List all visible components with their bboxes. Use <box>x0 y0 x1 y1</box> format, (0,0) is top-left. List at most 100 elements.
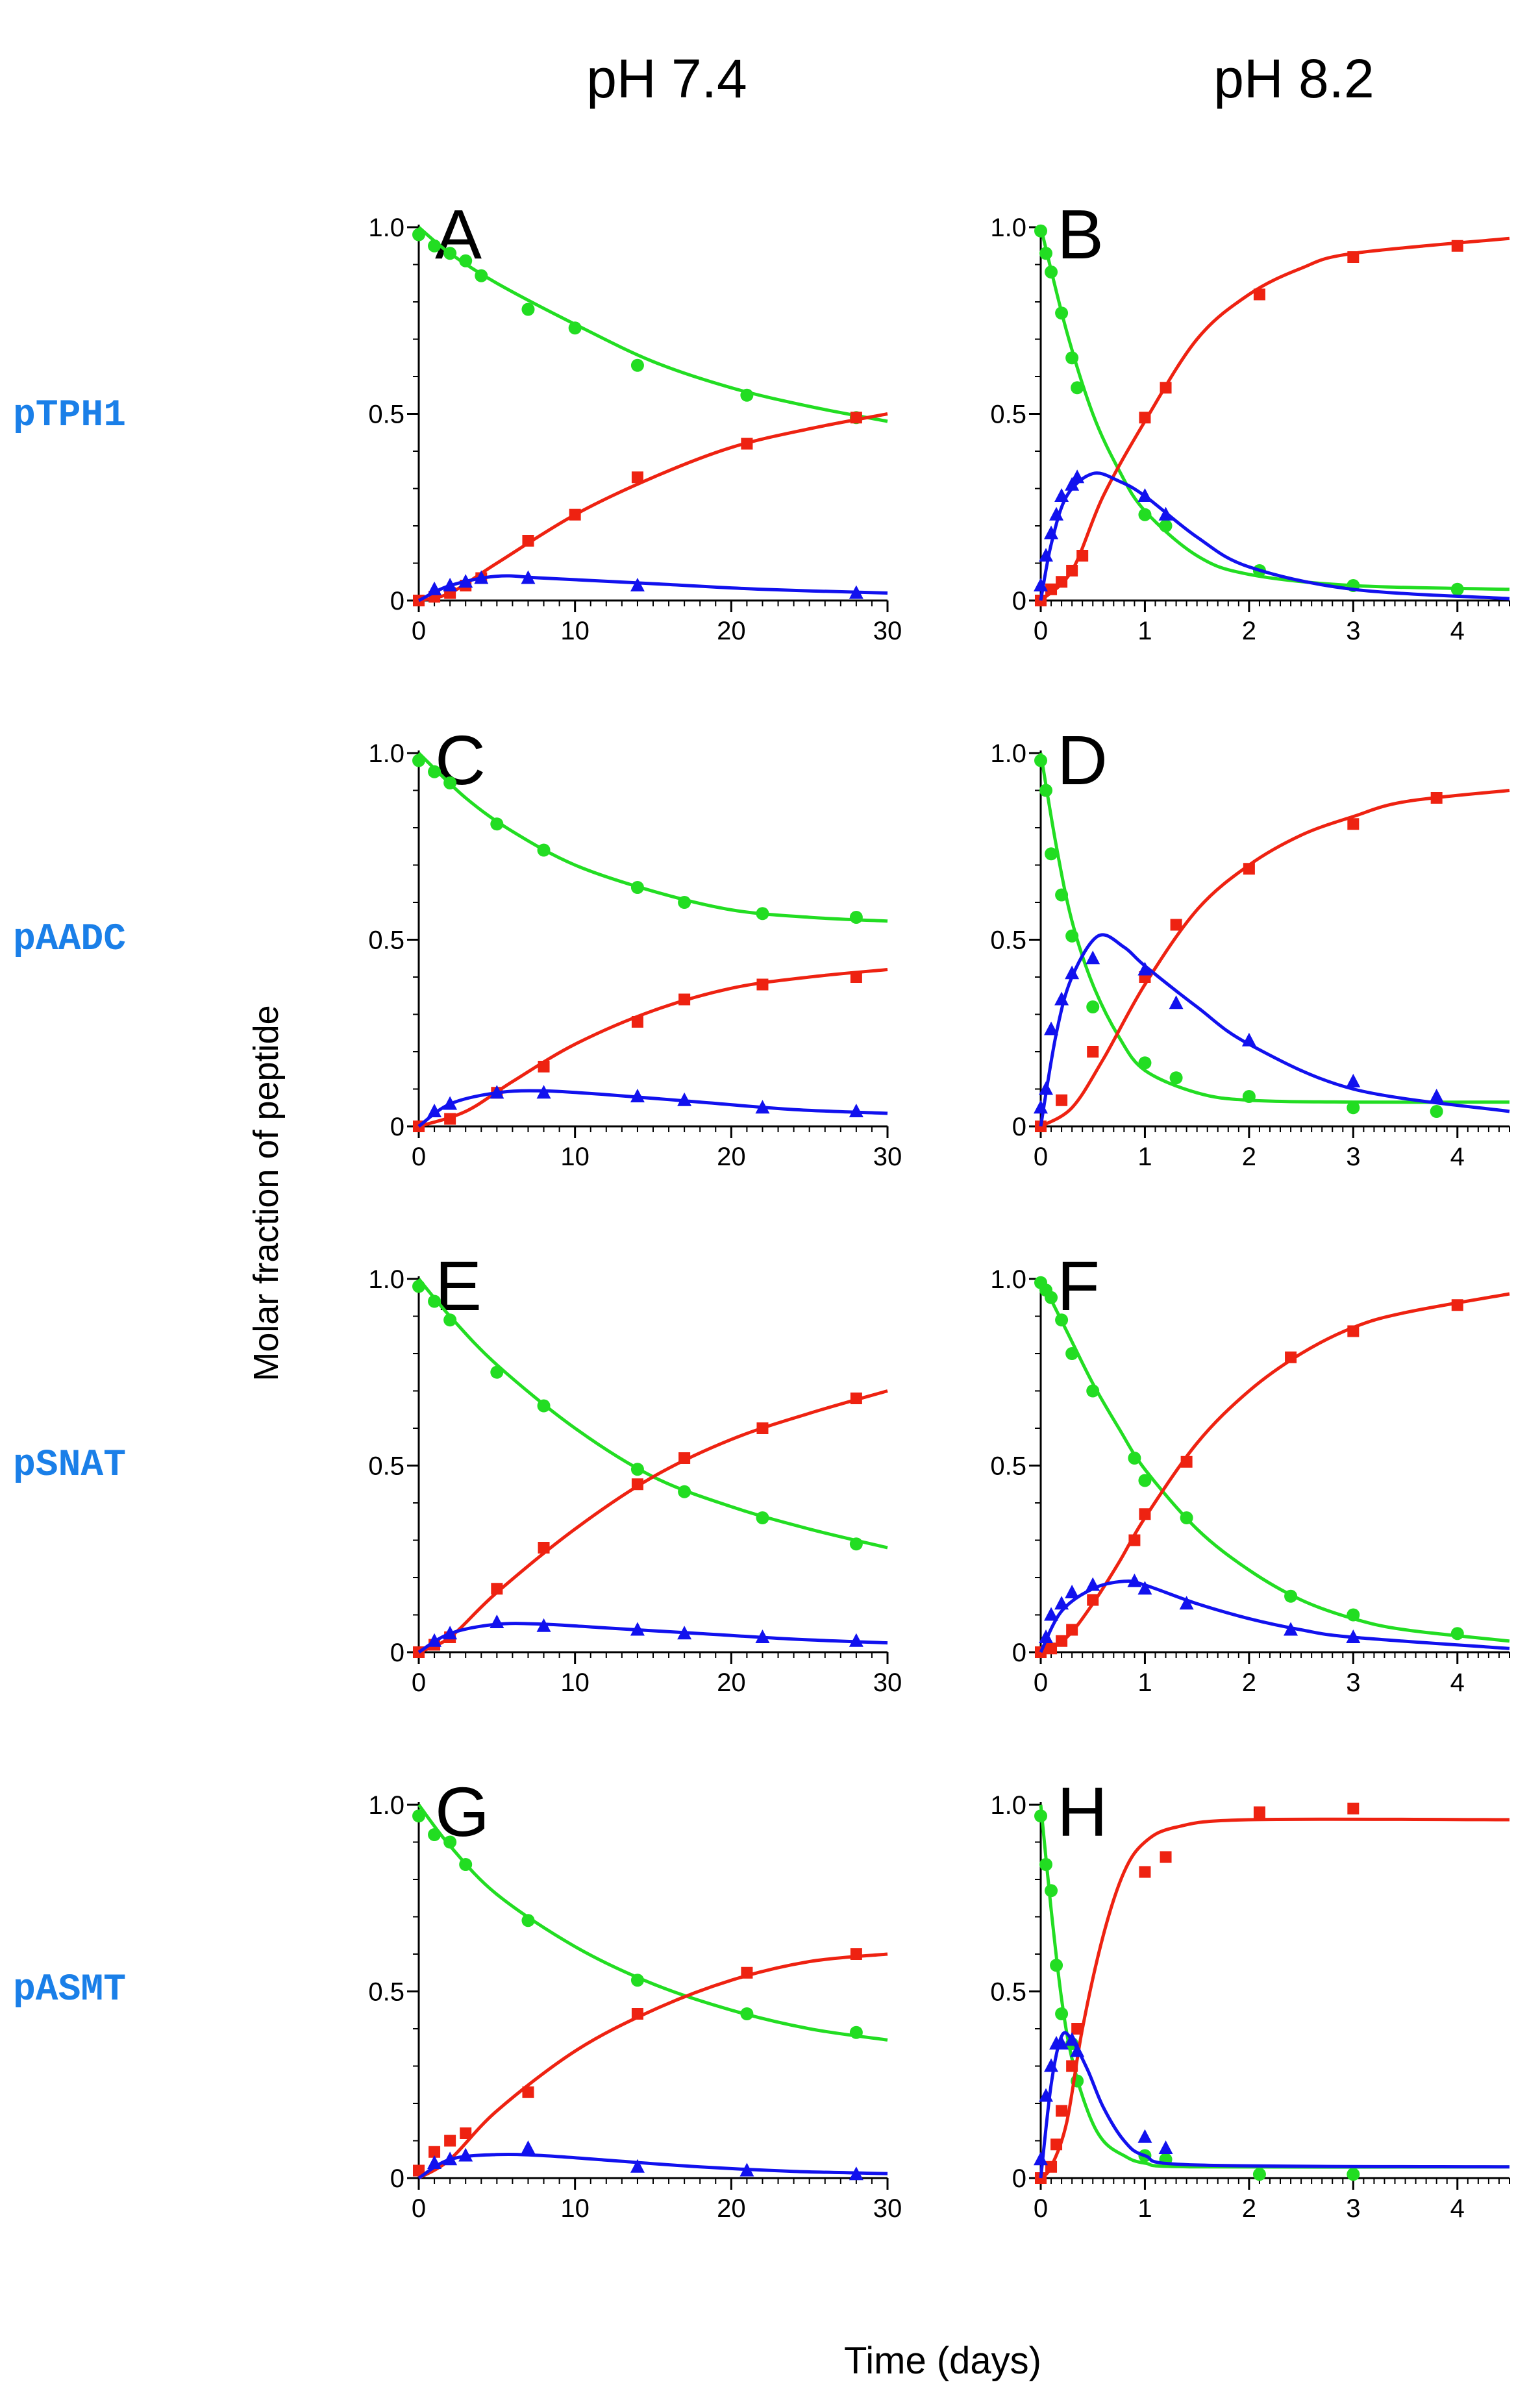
panel-b: 0 1 2 3 4 0 0.5 1.0 B <box>990 195 1510 645</box>
x-tick-label: 1 <box>1137 617 1152 645</box>
data-point-red <box>491 1583 503 1595</box>
fit-curve-red <box>418 968 888 1128</box>
data-point-blue <box>630 578 645 591</box>
y-tick-label: 0 <box>390 2164 404 2193</box>
data-point-red <box>460 2127 472 2139</box>
data-point-green <box>1050 1959 1063 1972</box>
data-point-red <box>1253 1806 1265 1818</box>
data-point-green <box>1039 1858 1053 1871</box>
data-point-green <box>412 1280 425 1293</box>
data-point-blue <box>521 570 536 584</box>
x-tick-label: 10 <box>560 1143 590 1171</box>
data-point-green <box>630 1463 644 1476</box>
panel-c: 0 10 20 30 0 0.5 1.0 C <box>368 721 902 1171</box>
y-tick-label: 1.0 <box>990 1265 1026 1294</box>
data-point-blue <box>739 2162 754 2177</box>
x-axis-label: Time (days) <box>844 2340 1041 2382</box>
x-tick-label: 1 <box>1137 2194 1152 2223</box>
data-point-green <box>849 911 863 924</box>
data-point-blue <box>1054 1596 1069 1610</box>
data-point-red <box>1066 1624 1078 1636</box>
x-tick-label: 1 <box>1137 1143 1152 1171</box>
data-point-green <box>1347 1608 1360 1622</box>
x-tick-label: 0 <box>1034 2194 1048 2223</box>
y-tick-label: 1.0 <box>368 1791 404 1820</box>
y-axis-label: Molar fraction of peptide <box>247 1005 286 1381</box>
panel-letter-c: C <box>435 721 486 799</box>
data-point-green <box>1450 1627 1464 1641</box>
data-point-red <box>678 993 691 1006</box>
data-point-red <box>850 971 862 983</box>
data-point-blue <box>1169 995 1184 1010</box>
data-point-red <box>1347 1325 1360 1337</box>
fit-curve-red <box>417 1952 888 2180</box>
x-tick-label: 0 <box>1034 1668 1048 1697</box>
data-point-green <box>1169 1071 1183 1085</box>
data-point-blue <box>521 2140 536 2154</box>
data-point-green <box>849 1537 863 1551</box>
x-tick-label: 30 <box>873 1668 902 1697</box>
data-point-red <box>756 1422 769 1434</box>
data-point-green <box>428 1295 441 1308</box>
data-point-green <box>756 907 769 921</box>
data-point-blue <box>1086 1577 1100 1591</box>
x-tick-label: 4 <box>1450 1668 1465 1697</box>
row-label-paadc: pAADC <box>13 919 126 961</box>
data-point-red <box>631 1478 643 1491</box>
data-point-blue <box>1346 1629 1361 1643</box>
data-point-red <box>1071 2023 1084 2035</box>
x-tick-label: 2 <box>1242 1143 1256 1171</box>
data-point-green <box>1347 2168 1360 2181</box>
y-tick-label: 0.5 <box>990 401 1026 429</box>
data-point-red <box>1347 818 1360 830</box>
data-point-red <box>1076 550 1089 562</box>
y-tick-label: 0 <box>390 1113 404 1141</box>
data-point-green <box>1045 266 1058 279</box>
data-point-blue <box>1034 1100 1048 1114</box>
data-point-blue <box>1034 2151 1048 2166</box>
data-point-red <box>1139 412 1151 424</box>
data-point-blue <box>1158 2140 1173 2154</box>
data-point-red <box>1451 240 1463 252</box>
column-headers: pH 7.4 pH 8.2 <box>586 48 1374 109</box>
data-point-green <box>443 1313 457 1327</box>
x-tick-label: 4 <box>1450 617 1465 645</box>
data-point-blue <box>630 1622 645 1636</box>
data-point-red <box>428 2146 441 2158</box>
panel-e: 0 10 20 30 0 0.5 1.0 E <box>368 1246 902 1697</box>
x-tick-label: 30 <box>873 2194 902 2223</box>
x-tick-label: 10 <box>560 1668 590 1697</box>
panel-letter-f: F <box>1057 1246 1100 1325</box>
data-point-blue <box>1065 1585 1080 1598</box>
data-point-red <box>1170 919 1182 931</box>
data-point-blue <box>1054 488 1069 502</box>
y-tick-label: 1.0 <box>990 739 1026 768</box>
data-point-green <box>1138 1056 1152 1070</box>
data-point-blue <box>1346 1074 1361 1087</box>
data-point-green <box>678 896 691 909</box>
data-point-green <box>1138 1474 1152 1487</box>
x-tick-label: 20 <box>717 617 746 645</box>
data-point-blue <box>490 1615 504 1628</box>
data-point-blue <box>1039 1629 1054 1643</box>
data-point-green <box>521 303 535 316</box>
data-point-blue <box>1127 1573 1142 1587</box>
data-point-green <box>756 1511 769 1524</box>
data-point-green <box>630 1974 644 1987</box>
data-point-green <box>1045 1884 1058 1898</box>
y-tick-label: 0.5 <box>368 1452 404 1481</box>
data-point-green <box>1039 247 1053 260</box>
x-tick-label: 3 <box>1346 617 1360 645</box>
data-point-blue <box>427 581 442 595</box>
data-point-blue <box>490 1085 504 1099</box>
data-point-blue <box>1044 1607 1059 1621</box>
data-point-red <box>1045 1642 1058 1655</box>
data-point-red <box>1066 2060 1078 2072</box>
x-tick-label: 0 <box>412 617 426 645</box>
x-tick-label: 3 <box>1346 2194 1360 2223</box>
data-point-blue <box>443 1096 458 1110</box>
y-tick-label: 0 <box>390 1639 404 1667</box>
panel-a: 0 10 20 30 0 0.5 1.0 A <box>368 195 902 645</box>
